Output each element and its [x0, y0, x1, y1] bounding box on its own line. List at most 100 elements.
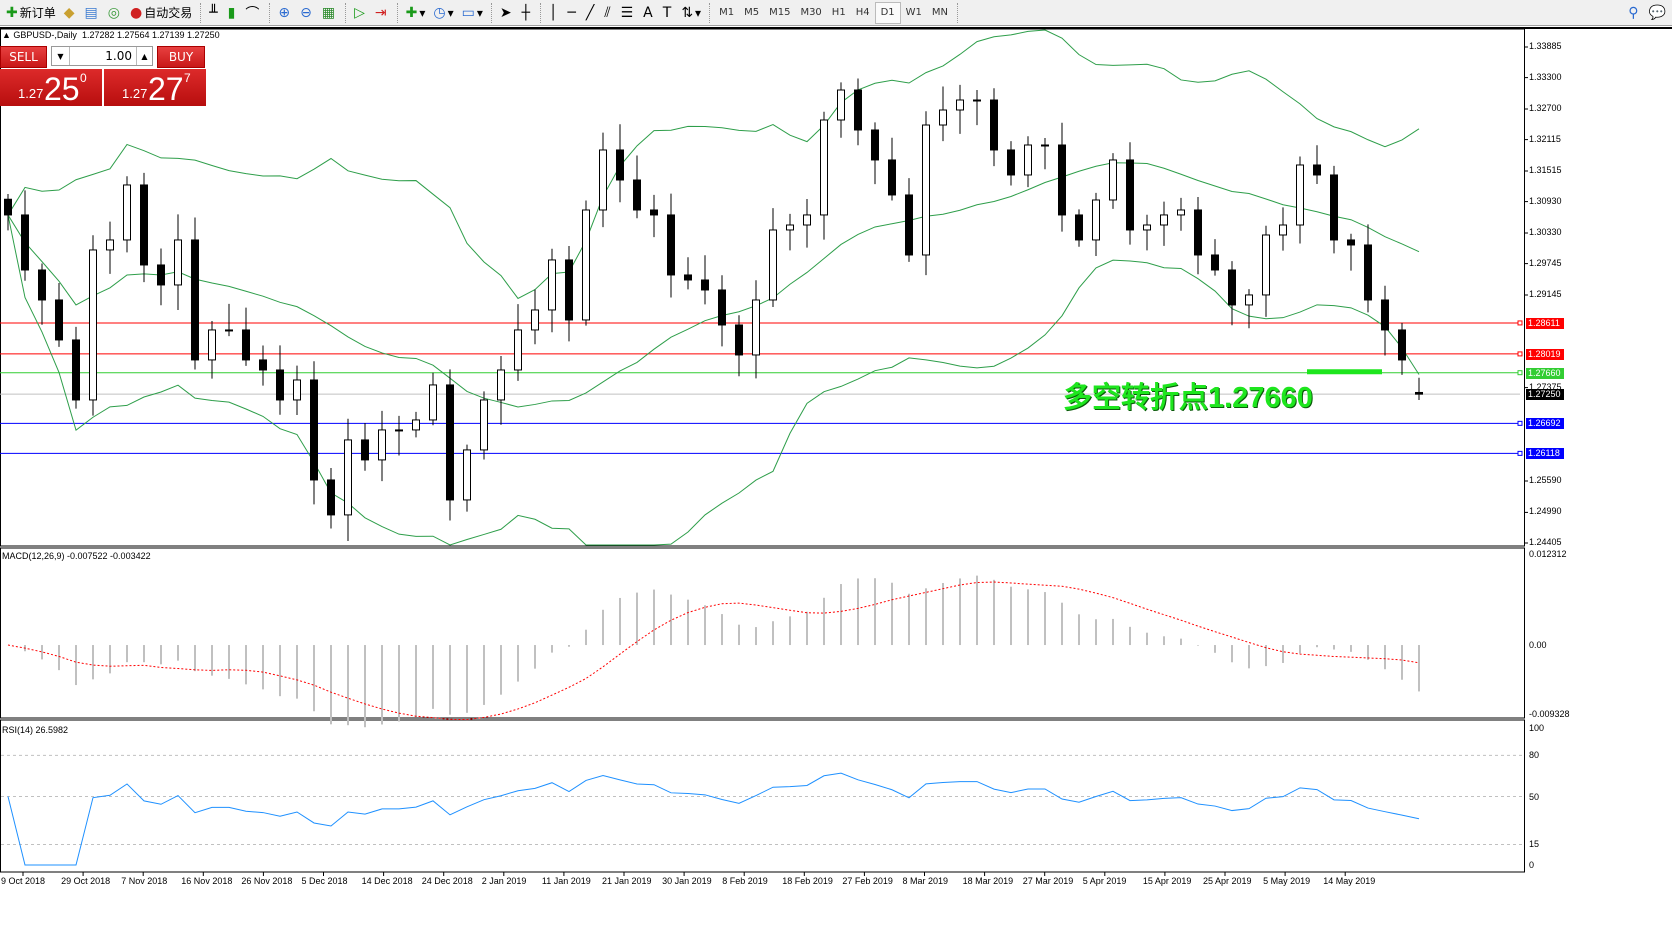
- new-order-icon: ✚: [6, 4, 18, 21]
- template-icon: ▭: [461, 4, 475, 21]
- timeframe-h1[interactable]: H1: [831, 7, 846, 18]
- timeframe-w1[interactable]: W1: [905, 7, 922, 18]
- candle-body: [1228, 269, 1236, 306]
- channel-icon: ⫽: [604, 4, 611, 21]
- auto-trading-icon: ●: [129, 4, 143, 21]
- indicators-button[interactable]: ✚ ▾: [405, 4, 426, 21]
- search-icon: ⚲: [1628, 4, 1639, 21]
- arrows-icon: ⇅: [681, 4, 694, 21]
- level-handle: [1517, 420, 1523, 426]
- trendline-icon: ╱: [585, 4, 595, 21]
- navigator-button[interactable]: ▤: [81, 2, 104, 24]
- timeframe-bar: M1 M5 M15 M30 H1 H4 D1 W1 MN: [714, 1, 953, 24]
- candle-body: [582, 209, 590, 321]
- candle-body: [1364, 244, 1372, 301]
- chart-area[interactable]: [0, 27, 1672, 892]
- level-handle: [1517, 320, 1523, 326]
- fibonacci-button[interactable]: ☰: [617, 2, 640, 24]
- separator: [345, 2, 347, 23]
- crosshair-button[interactable]: ┼: [518, 2, 536, 24]
- zoom-out-button[interactable]: ⊖: [296, 2, 318, 24]
- candle-body: [1245, 294, 1253, 306]
- channel-button[interactable]: ⫽: [600, 2, 616, 24]
- tile-windows-button[interactable]: ▦: [318, 2, 341, 24]
- timeframe-m30[interactable]: M30: [800, 7, 822, 18]
- timeframe-m15[interactable]: M15: [769, 7, 791, 18]
- zoom-in-button[interactable]: ⊕: [274, 2, 296, 24]
- time-axis-label: 11 Jan 2019: [541, 876, 591, 886]
- search-button[interactable]: ⚲: [1624, 2, 1644, 24]
- timeframe-m5[interactable]: M5: [744, 7, 760, 18]
- macd-signal-line: [7, 581, 1420, 721]
- auto-trading-button[interactable]: ● 自动交易: [129, 4, 193, 21]
- level-handle: [1517, 370, 1523, 376]
- time-axis-label: 8 Feb 2019: [722, 876, 768, 886]
- candle-body: [310, 379, 318, 481]
- timeframe-m1[interactable]: M1: [719, 7, 735, 18]
- candle-body: [1177, 209, 1185, 216]
- candle-body: [531, 309, 539, 331]
- rsi-line: [7, 772, 1420, 866]
- candle-body: [1194, 209, 1202, 256]
- candle-body: [259, 359, 267, 371]
- candle-body: [327, 479, 335, 516]
- candle-body: [854, 89, 862, 131]
- candle-body: [871, 129, 879, 161]
- candle-body: [1262, 234, 1270, 296]
- sell-price[interactable]: 1.27 25 0: [0, 69, 102, 106]
- new-order-button[interactable]: ✚ 新订单: [6, 4, 56, 21]
- vertical-line-button[interactable]: │: [545, 2, 563, 24]
- timeframe-h4[interactable]: H4: [855, 7, 870, 18]
- pivot-annotation: 多空转折点1.27660: [1063, 382, 1313, 414]
- horizontal-line-button[interactable]: ─: [563, 2, 581, 24]
- chat-button[interactable]: 💬: [1645, 2, 1672, 24]
- time-axis-label: 18 Mar 2019: [962, 876, 1014, 886]
- time-axis-label: 18 Feb 2019: [782, 876, 833, 886]
- lot-input[interactable]: 1.00: [105, 49, 132, 63]
- templates-button[interactable]: ▭ ▾: [461, 4, 483, 21]
- time-axis-label: 29 Oct 2018: [61, 876, 111, 886]
- candle-body: [599, 149, 607, 211]
- market-watch-button[interactable]: ◆: [60, 2, 81, 24]
- candle-body: [1211, 254, 1219, 271]
- auto-scroll-button[interactable]: ▷: [350, 2, 371, 24]
- periods-button[interactable]: ◷ ▾: [433, 4, 454, 21]
- candle-body: [361, 439, 369, 461]
- text-icon: A: [643, 4, 653, 21]
- sell-button[interactable]: SELL: [0, 46, 47, 68]
- candle-body: [38, 269, 46, 301]
- candle-chart-button[interactable]: ▮: [224, 2, 242, 24]
- cursor-button[interactable]: ➤: [496, 2, 518, 24]
- text-label-button[interactable]: T: [659, 2, 678, 24]
- line-chart-button[interactable]: ⌒: [241, 2, 265, 24]
- text-button[interactable]: A: [639, 2, 659, 24]
- bollinger-middle: [7, 162, 1420, 408]
- lot-decrease-button[interactable]: ▼: [52, 47, 70, 65]
- signals-button[interactable]: ◎: [104, 2, 126, 24]
- price-axis-label: 1.30330: [1529, 227, 1562, 237]
- symbol-label: GBPUSD-,Daily: [13, 30, 77, 40]
- candle-body: [1024, 144, 1032, 176]
- macd-axis-label: 0.012312: [1529, 549, 1567, 559]
- separator: [200, 2, 202, 23]
- time-axis-label: 26 Nov 2018: [241, 876, 293, 886]
- candle-body: [225, 329, 233, 332]
- bar-chart-button[interactable]: ╨: [205, 2, 223, 24]
- level-price-tag: 1.28019: [1526, 348, 1564, 360]
- candlestick-icon: ▮: [227, 4, 236, 21]
- lot-increase-button[interactable]: ▲: [136, 47, 152, 65]
- candle-body: [684, 274, 692, 281]
- arrows-button[interactable]: ⇅ ▾: [681, 4, 702, 21]
- buy-button[interactable]: BUY: [157, 46, 205, 68]
- buy-price[interactable]: 1.27 27 7: [104, 69, 206, 106]
- chart-shift-button[interactable]: ⇥: [371, 2, 393, 24]
- timeframe-mn[interactable]: MN: [931, 7, 948, 18]
- time-axis-label: 2 Jan 2019: [481, 876, 527, 886]
- candle-body: [1296, 164, 1304, 226]
- trendline-button[interactable]: ╱: [582, 2, 600, 24]
- candle-body: [1313, 164, 1321, 176]
- candle-body: [1330, 174, 1338, 241]
- clock-icon: ◷: [433, 4, 446, 21]
- timeframe-d1[interactable]: D1: [874, 1, 901, 24]
- price-axis-label: 1.30930: [1529, 195, 1562, 206]
